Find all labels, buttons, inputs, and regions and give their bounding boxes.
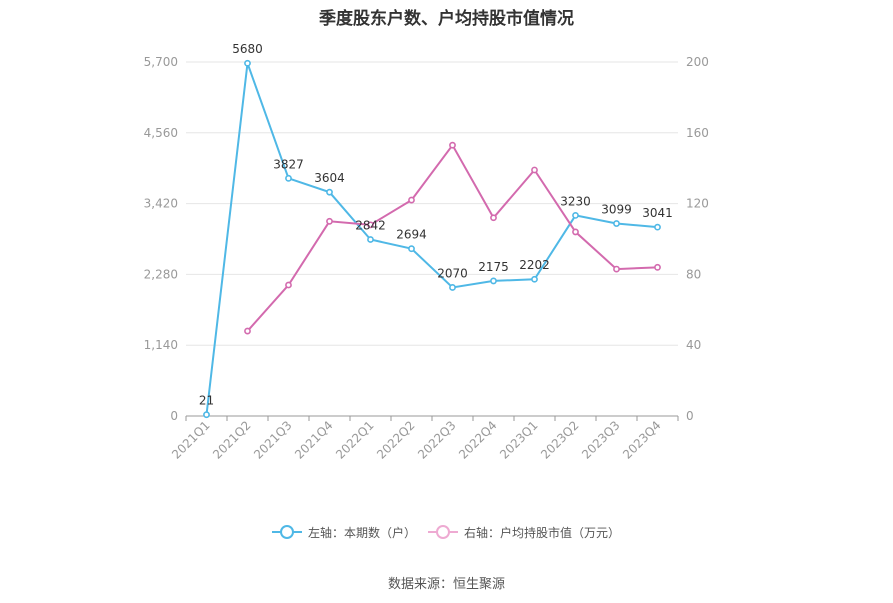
x-axis-category-label: 2021Q3 [251, 418, 295, 462]
data-label: 3099 [601, 203, 632, 217]
x-axis-category-label: 2021Q2 [210, 418, 254, 462]
left-series-point [613, 220, 620, 227]
right-series-point [613, 265, 620, 273]
left-series-point [449, 284, 456, 291]
left-series-point [654, 223, 661, 231]
right-series-line [246, 143, 658, 332]
x-axis-category-label: 2021Q1 [169, 418, 213, 462]
left-series-point [531, 275, 538, 283]
right-series-point [244, 327, 251, 335]
right-series-point [572, 228, 579, 236]
right-axis-tick-label: 120 [686, 197, 709, 211]
left-series-point [244, 59, 251, 67]
left-axis-tick-label: 2,280 [144, 267, 178, 281]
legend-left-series-icon [272, 525, 302, 539]
legend-right-series[interactable]: 右轴：户均持股市值（万元） [428, 522, 620, 542]
left-axis-tick-label: 3,420 [144, 197, 178, 211]
right-series-point [449, 141, 456, 149]
x-axis-category-label: 2021Q4 [292, 418, 336, 462]
left-series-point [367, 236, 374, 243]
right-axis-tick-label: 40 [686, 338, 701, 352]
left-series-point [408, 245, 415, 253]
right-series-point [367, 221, 374, 229]
data-label: 3604 [314, 171, 345, 185]
x-axis-category-label: 2023Q3 [579, 418, 623, 462]
data-label: 21 [199, 394, 214, 408]
series [203, 59, 661, 419]
left-axis-tick-label: 5,700 [144, 55, 178, 69]
axes: 0 1,140 2,280 3,420 4,560 5,700 0 40 80 120 160 200… [144, 55, 709, 462]
data-label: 2842 [355, 218, 386, 232]
x-axis-category-label: 2022Q2 [374, 418, 418, 462]
right-axis-tick-label: 0 [686, 409, 694, 423]
x-axis-category-label: 2022Q3 [415, 418, 459, 462]
legend-left-series[interactable]: 左轴：本期数（户） [272, 522, 416, 542]
left-axis-tick-label: 0 [170, 409, 178, 423]
left-series-line [205, 62, 658, 415]
data-labels: 21 5680 3827 3604 2842 2694 2070 2175 2202 3230 30… [199, 42, 673, 407]
source-note: 数据来源：恒生聚源 [387, 577, 505, 592]
left-series-point [285, 174, 292, 182]
data-label: 3230 [560, 194, 591, 208]
left-series-point [490, 277, 497, 285]
right-axis-tick-label: 200 [686, 55, 709, 69]
data-label: 3041 [642, 206, 673, 220]
right-series-point [408, 196, 415, 204]
data-label: 2202 [519, 258, 550, 272]
left-series-point [203, 411, 210, 419]
legend-right-series-label: 右轴：户均持股市值（万元） [464, 525, 621, 540]
data-label: 5680 [232, 42, 263, 56]
legend-right-series-icon [428, 525, 458, 539]
data-label: 2070 [437, 266, 468, 280]
x-axis-category-label: 2023Q4 [620, 418, 664, 462]
right-axis-tick-label: 80 [686, 267, 701, 281]
data-label: 2175 [478, 260, 509, 274]
chart-title: 季度股东户数、户均持股市值情况 [319, 9, 574, 29]
x-axis-category-label: 2022Q1 [333, 418, 377, 462]
x-axis-category-label: 2023Q2 [538, 418, 582, 462]
right-axis-tick-label: 160 [686, 126, 709, 140]
x-axis-category-label: 2023Q1 [497, 418, 541, 462]
data-label: 3827 [273, 157, 304, 171]
right-series-point [285, 281, 292, 289]
left-series-point [326, 188, 333, 196]
data-label: 2694 [396, 228, 427, 242]
x-axis-category-label: 2022Q4 [456, 418, 500, 462]
grid-lines [186, 61, 678, 346]
right-series-point [326, 217, 333, 225]
right-series-point [490, 214, 497, 222]
right-series-point [654, 263, 661, 271]
left-series-point [572, 211, 579, 219]
left-axis-tick-label: 4,560 [144, 126, 178, 140]
legend-left-series-label: 左轴：本期数（户） [308, 525, 417, 540]
left-axis-tick-label: 1,140 [144, 338, 178, 352]
right-series-point [531, 166, 538, 174]
